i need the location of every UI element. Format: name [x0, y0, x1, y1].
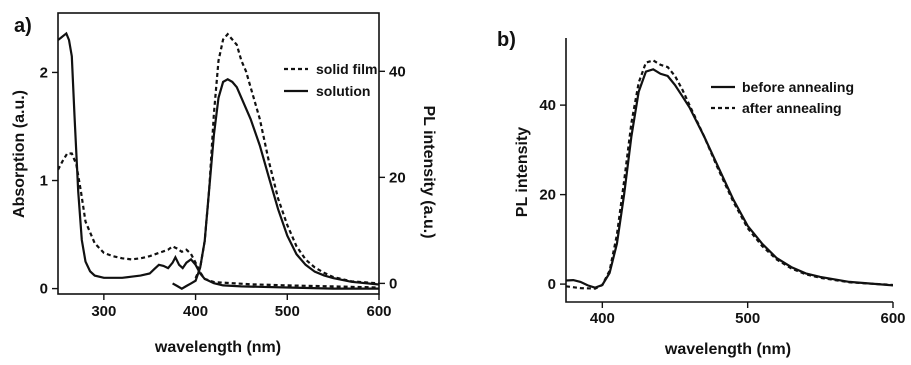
panel-b-ytick-label: 0	[548, 276, 556, 293]
panel-a-ytick-label: 1	[40, 173, 48, 190]
panel-a-y2label: PL intensity (a.u.)	[420, 105, 437, 238]
panel-a-y2tick-label: 0	[389, 275, 397, 292]
panel-b-xtick-label: 400	[590, 310, 615, 327]
panel-a-y2tick-label: 20	[389, 169, 406, 186]
panel-a-xtick-label: 300	[91, 303, 116, 320]
legend-label-after-annealing: after annealing	[742, 100, 842, 116]
panel-a-xlabel: wavelength (nm)	[154, 339, 281, 356]
panel-a-ytick-label: 2	[40, 64, 48, 81]
panel-a-xtick-label: 500	[275, 303, 300, 320]
panel-b-xtick-label: 500	[735, 310, 760, 327]
panel-b-ylabel: PL intensity	[514, 127, 531, 217]
panel-a-label: a)	[14, 15, 32, 37]
panel-a-legend: solid film solution	[284, 61, 377, 99]
panel-a-y2tick-label: 40	[389, 63, 406, 80]
panel-b-xlabel: wavelength (nm)	[664, 341, 791, 358]
legend-label-solution: solution	[316, 83, 370, 99]
panel-a-ytick-label: 0	[40, 281, 48, 298]
panel-b-label: b)	[497, 29, 516, 51]
panel-b-series-1	[566, 59, 893, 290]
panel-a-series-1	[58, 31, 379, 290]
panel-a-frame	[57, 12, 380, 295]
panel-a-xtick-label: 400	[183, 303, 208, 320]
legend-label-before-annealing: before annealing	[742, 79, 854, 95]
panel-b-xtick-label: 600	[880, 310, 905, 327]
panel-b-legend: before annealing after annealing	[711, 79, 854, 116]
panel-b-ticks: 400 500 600 0 20 40	[539, 97, 905, 327]
panel-b-ytick-label: 20	[539, 187, 556, 204]
panel-b-plot-area	[566, 59, 893, 290]
panel-a-series-0	[58, 152, 379, 289]
legend-label-solid-film: solid film	[316, 61, 377, 77]
panel-a-xtick-label: 600	[366, 303, 391, 320]
panel-b-series-0	[566, 68, 893, 289]
panel-b-axes	[565, 38, 893, 303]
panel-a-ylabel: Absorption (a.u.)	[11, 90, 28, 218]
panel-a-series-3	[172, 78, 379, 290]
panel-b-ytick-label: 40	[539, 97, 556, 114]
panel-b: b) 400 500 600 0 20 40 wavelength (nm) PL int…	[497, 29, 906, 358]
panel-a-plot-area	[58, 31, 379, 290]
